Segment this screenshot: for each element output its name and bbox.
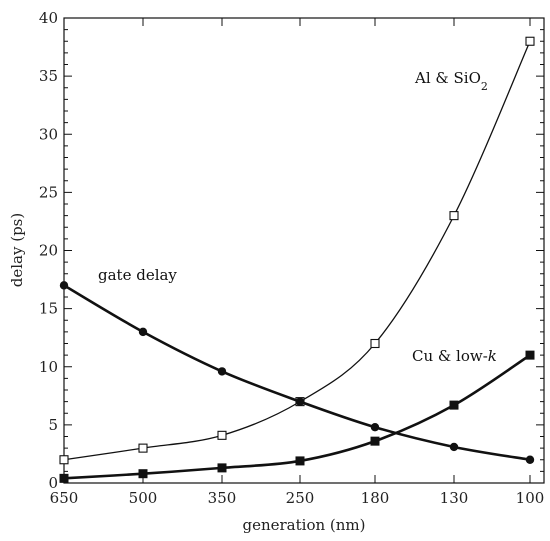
- point-al-sio2: [370, 338, 380, 349]
- annotation-gate-delay: gate delay: [98, 266, 177, 284]
- y-tick-label: 5: [48, 416, 58, 434]
- point-cu-low-k: [138, 469, 148, 479]
- point-gate-delay: [59, 281, 69, 290]
- x-tick-label: 130: [440, 489, 469, 507]
- annotation-al-sio2: Al & SiO2: [414, 69, 488, 93]
- y-tick-label: 35: [39, 67, 58, 85]
- series-line-gate-delay: [63, 284, 531, 462]
- point-cu-low-k: [370, 436, 380, 446]
- point-al-sio2: [138, 443, 148, 453]
- plot-frame: [63, 17, 545, 484]
- series-layer: [59, 36, 535, 483]
- x-tick-label: 500: [129, 489, 158, 507]
- point-cu-low-k: [59, 473, 69, 483]
- y-tick-label: 25: [39, 183, 58, 201]
- x-tick-label: 180: [361, 489, 390, 507]
- point-gate-delay: [217, 367, 227, 376]
- y-axis-label: delay (ps): [8, 213, 26, 287]
- point-cu-low-k: [449, 400, 459, 410]
- x-tick-label: 250: [286, 489, 315, 507]
- point-cu-low-k: [525, 350, 535, 360]
- x-tick-label: 100: [516, 489, 545, 507]
- y-tick-label: 40: [39, 9, 58, 27]
- y-tick-label: 30: [39, 125, 58, 143]
- point-cu-low-k: [295, 456, 305, 466]
- point-cu-low-k: [217, 463, 227, 473]
- point-al-sio2: [525, 36, 535, 46]
- point-gate-delay: [138, 327, 148, 337]
- point-gate-delay: [295, 397, 305, 406]
- point-al-sio2: [449, 211, 459, 221]
- x-axis-ticks: 650 500 350 250 180 130 100: [50, 18, 545, 507]
- y-tick-label: 0: [48, 474, 58, 492]
- y-tick-label: 15: [39, 300, 58, 318]
- point-gate-delay: [370, 423, 380, 432]
- x-axis-label: generation (nm): [242, 516, 365, 534]
- y-tick-label: 20: [39, 242, 58, 260]
- annotation-cu-low-k: Cu & low-k: [412, 347, 497, 365]
- y-axis-ticks: 0 5 10 15 20 25 30 35 40: [39, 9, 544, 492]
- x-tick-label: 350: [208, 489, 237, 507]
- y-tick-label: 10: [39, 358, 58, 376]
- x-tick-label: 650: [50, 489, 79, 507]
- point-al-sio2: [217, 430, 227, 440]
- point-gate-delay: [525, 455, 535, 464]
- series-line-al-sio2: [63, 40, 531, 461]
- point-gate-delay: [449, 442, 459, 452]
- point-al-sio2: [59, 455, 69, 465]
